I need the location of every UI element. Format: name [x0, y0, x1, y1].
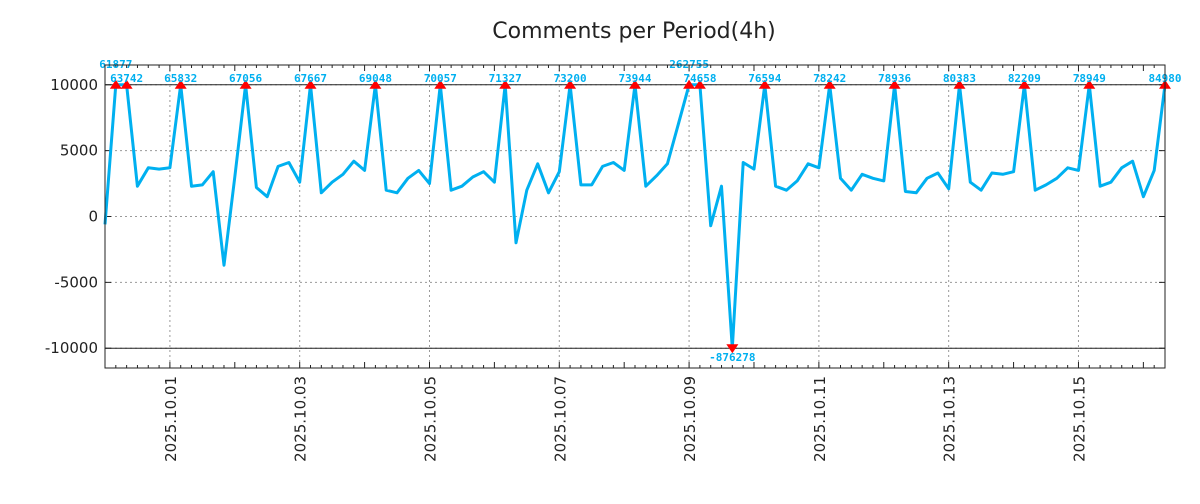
peak-marker — [434, 79, 447, 89]
min-marker — [726, 344, 739, 354]
plot-frame — [104, 64, 1166, 369]
peak-label: 71327 — [489, 72, 522, 85]
peak-marker — [304, 79, 317, 89]
x-tick-label: 2025.10.15 — [1070, 376, 1088, 462]
peak-marker — [1018, 79, 1031, 89]
peak-label: 76594 — [748, 72, 781, 85]
peak-marker — [174, 79, 187, 89]
peak-marker — [109, 79, 122, 89]
peak-label: 80383 — [943, 72, 976, 85]
peak-label: 65832 — [164, 72, 197, 85]
peak-marker — [823, 79, 836, 89]
peak-marker — [120, 79, 133, 89]
peak-label: 78242 — [813, 72, 846, 85]
peak-label: 78949 — [1073, 72, 1106, 85]
x-tick-label: 2025.10.13 — [941, 376, 959, 462]
peak-marker — [758, 79, 771, 89]
peak-label: 70057 — [424, 72, 457, 85]
peak-marker — [693, 79, 706, 89]
x-tick-label: 2025.10.11 — [811, 376, 829, 462]
y-tick-label: 0 — [88, 208, 98, 226]
peak-label: 262755 — [669, 58, 709, 71]
grid — [105, 65, 1165, 368]
x-tick-label: 2025.10.01 — [162, 376, 180, 462]
peak-label: 63742 — [110, 72, 143, 85]
axes: 10000 5000 0 -5000 -10000 2025.10.01 2025.10.0… — [45, 65, 1166, 462]
x-tick-label: 2025.10.05 — [421, 376, 439, 462]
peak-label: 69048 — [359, 72, 392, 85]
x-tick-label: 2025.10.09 — [681, 376, 699, 462]
peak-label: 74658 — [683, 72, 716, 85]
peak-marker — [888, 79, 901, 89]
peak-label: 67667 — [294, 72, 327, 85]
y-tick-label: 10000 — [50, 76, 98, 94]
y-tick-label: 5000 — [60, 142, 98, 160]
chart-title: Comments per Period(4h) — [492, 19, 776, 44]
peak-marker — [239, 79, 252, 89]
peak-marker — [629, 79, 641, 89]
peak-label: 73200 — [554, 72, 587, 85]
peak-label: 67056 — [229, 72, 262, 85]
peak-marker — [499, 79, 512, 89]
min-label: -876278 — [709, 351, 755, 364]
y-tick-label: -5000 — [54, 273, 98, 291]
peak-label: 61877 — [99, 58, 132, 71]
peak-label: 78936 — [878, 72, 911, 85]
peak-marker — [683, 79, 696, 89]
peak-marker — [369, 79, 382, 89]
y-tick-label: -10000 — [45, 339, 98, 357]
x-tick-label: 2025.10.07 — [551, 376, 569, 462]
peak-marker — [564, 79, 577, 89]
peak-marker — [953, 79, 966, 89]
x-tick-label: 2025.10.03 — [292, 376, 310, 462]
peak-label: 73944 — [618, 72, 651, 85]
peak-label: 82209 — [1008, 72, 1041, 85]
peak-marker — [1083, 79, 1096, 89]
